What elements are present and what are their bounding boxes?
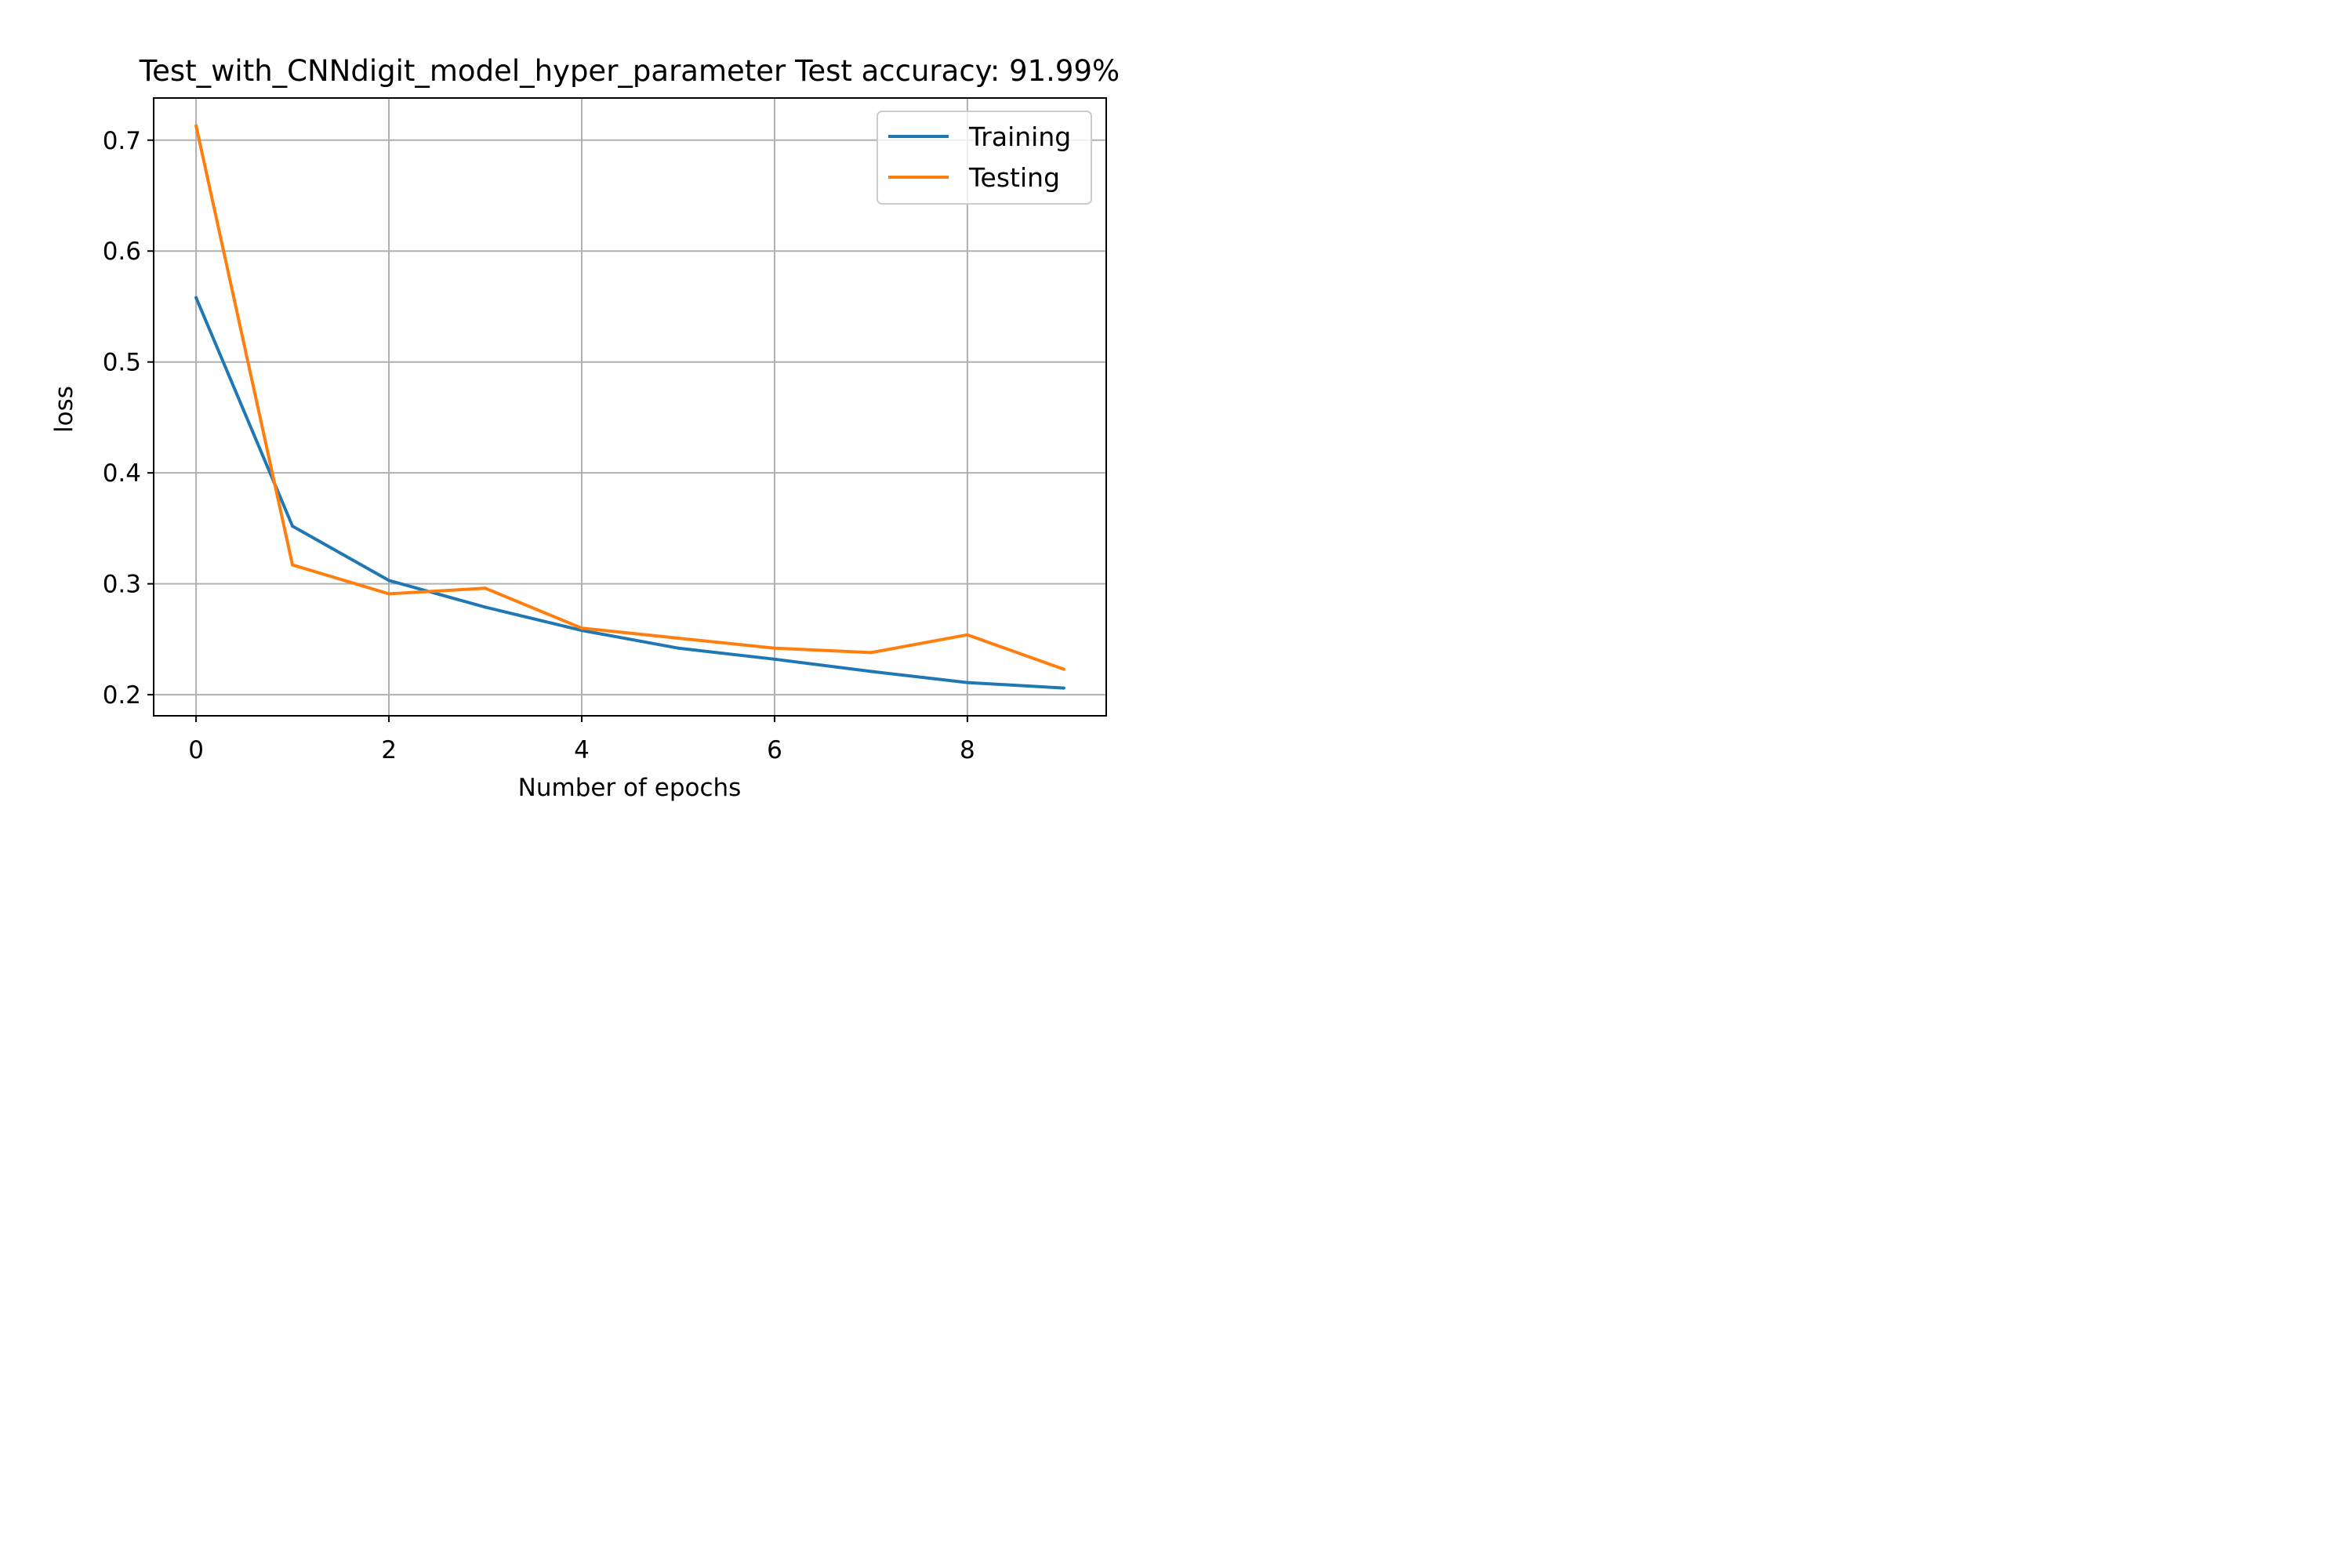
legend-label-training: Training [968, 122, 1071, 152]
data-point-training [194, 296, 198, 299]
data-point-training [869, 670, 873, 673]
y-tick-label: 0.2 [103, 681, 141, 710]
legend-box [877, 111, 1092, 205]
y-tick-label: 0.6 [103, 238, 141, 266]
data-point-testing [484, 586, 488, 590]
data-point-testing [869, 651, 873, 655]
line-chart: Test_with_CNNdigit_model_hyper_parameter… [0, 0, 1223, 815]
x-tick-label: 0 [188, 736, 204, 764]
data-point-training [965, 681, 969, 684]
data-point-training [484, 605, 488, 609]
data-point-training [291, 524, 295, 528]
legend-label-testing: Testing [968, 162, 1060, 193]
y-tick-label: 0.3 [103, 571, 141, 599]
data-point-training [676, 646, 680, 650]
data-point-testing [965, 633, 969, 637]
data-point-testing [1062, 667, 1065, 671]
legend: Training Testing [877, 111, 1092, 205]
x-tick-label: 6 [767, 736, 782, 764]
y-axis-label: loss [50, 386, 78, 433]
y-tick-label: 0.5 [103, 349, 141, 377]
chart-title: Test_with_CNNdigit_model_hyper_parameter… [139, 54, 1120, 88]
y-tick-label: 0.7 [103, 127, 141, 155]
axis-ticks: 0 2 4 6 8 0.2 0.3 0.4 0.5 0.6 0.7 [103, 127, 975, 764]
x-tick-label: 8 [960, 736, 975, 764]
series-line-training [194, 296, 1065, 690]
x-tick-label: 2 [381, 736, 397, 764]
series-line-testing [194, 125, 1065, 671]
data-point-testing [291, 563, 295, 567]
plot-frame [153, 97, 1107, 717]
data-point-training [772, 657, 776, 661]
data-point-testing [194, 124, 198, 128]
x-tick-label: 4 [574, 736, 590, 764]
data-point-training [387, 579, 391, 583]
series-lines [194, 124, 1065, 690]
y-tick-label: 0.4 [103, 459, 141, 488]
data-point-testing [676, 636, 680, 640]
data-point-training [1062, 686, 1065, 690]
data-point-testing [772, 646, 776, 650]
data-point-testing [580, 626, 584, 630]
data-point-testing [387, 592, 391, 596]
x-axis-label: Number of epochs [518, 774, 742, 802]
